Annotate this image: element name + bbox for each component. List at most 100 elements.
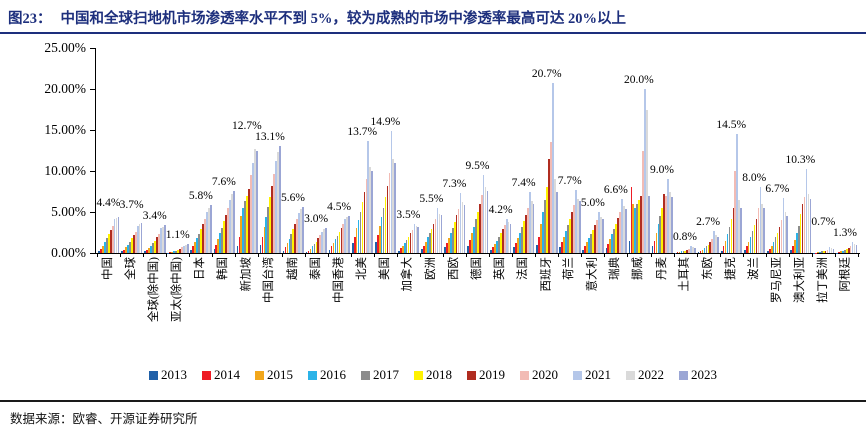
bar-2017 xyxy=(728,226,731,253)
bar-2022 xyxy=(184,244,187,253)
bar-2021 xyxy=(136,225,139,253)
x-axis-label: 欧洲 xyxy=(420,257,443,359)
bar-2018 xyxy=(453,221,456,253)
bar-2019 xyxy=(455,215,458,253)
y-axis-line xyxy=(95,48,96,254)
bar-2014 xyxy=(215,244,218,253)
x-axis-label-text: 挪威 xyxy=(632,257,645,280)
bar-2022 xyxy=(207,207,210,253)
legend-item-2022: 2022 xyxy=(626,367,664,383)
bar-2023 xyxy=(786,216,789,253)
bar-2017 xyxy=(175,250,177,253)
bar-2019 xyxy=(617,217,619,253)
bar-2020 xyxy=(342,223,345,253)
x-axis-tick xyxy=(581,253,583,257)
bar-2013 xyxy=(167,252,170,253)
data-label: 9.5% xyxy=(465,160,490,173)
bar-2014 xyxy=(838,252,840,253)
bar-2021 xyxy=(344,219,347,253)
bar-2015 xyxy=(263,226,266,253)
bar-2014 xyxy=(515,243,517,253)
data-label: 4.2% xyxy=(488,203,513,216)
bar-2013 xyxy=(605,248,608,253)
bar-2019 xyxy=(709,242,712,253)
bar-2019 xyxy=(340,227,343,253)
x-axis-label-text: 土耳其 xyxy=(678,257,691,292)
x-axis-label: 全球(除中国) xyxy=(143,257,166,359)
bar-2021 xyxy=(598,212,600,253)
x-axis-label-text: 全球 xyxy=(125,257,138,280)
legend-label: 2018 xyxy=(426,367,452,382)
data-label: 5.0% xyxy=(580,197,605,209)
data-label: 14.9% xyxy=(370,115,401,128)
bar-2023 xyxy=(186,244,189,253)
bar-2013 xyxy=(374,242,377,253)
bar-2017 xyxy=(659,216,662,253)
bar-2016 xyxy=(426,237,429,253)
bar-2017 xyxy=(590,234,592,253)
bar-2014 xyxy=(630,187,633,253)
bar-2013 xyxy=(743,249,746,253)
x-axis-label: 中国 xyxy=(97,257,120,359)
bar-2016 xyxy=(357,220,360,253)
bar-2013 xyxy=(490,249,492,253)
bar-2019 xyxy=(432,224,435,253)
legend-item-2016: 2016 xyxy=(308,367,346,383)
bar-2020 xyxy=(157,234,160,253)
data-label: 4.5% xyxy=(327,201,352,214)
x-axis-label-text: 西班牙 xyxy=(540,257,553,292)
bar-2017 xyxy=(820,251,823,253)
bar-2022 xyxy=(138,223,141,253)
bar-2013 xyxy=(628,240,631,253)
x-axis-label: 加拿大 xyxy=(397,257,420,359)
legend-item-2013: 2013 xyxy=(149,367,187,383)
bar-2014 xyxy=(607,244,610,253)
bar-2019 xyxy=(801,203,804,253)
bar-2023 xyxy=(302,207,304,253)
x-axis-tick xyxy=(304,253,306,257)
data-label: 5.5% xyxy=(419,192,444,205)
x-axis-label-text: 瑞典 xyxy=(609,257,622,280)
bar-2013 xyxy=(190,249,193,253)
data-label: 0.8% xyxy=(673,231,697,244)
bar-2016 xyxy=(311,246,314,253)
bar-2015 xyxy=(286,243,289,253)
bar-2022 xyxy=(830,248,833,253)
bar-2017 xyxy=(198,234,200,253)
bar-2023 xyxy=(717,236,719,253)
x-axis-label-text: 荷兰 xyxy=(563,257,576,280)
legend-label: 2019 xyxy=(479,367,505,382)
data-label: 6.7% xyxy=(765,183,790,196)
bar-2018 xyxy=(407,236,410,253)
bar-2015 xyxy=(471,233,473,253)
x-axis-label-text: 罗马尼亚 xyxy=(770,257,783,303)
bar-2019 xyxy=(524,214,527,253)
x-axis-tick xyxy=(189,253,191,257)
bar-2015 xyxy=(240,216,243,253)
bar-2016 xyxy=(288,239,291,253)
x-axis-label-text: 丹麦 xyxy=(655,257,668,280)
bar-2022 xyxy=(646,109,648,253)
bar-2021 xyxy=(229,199,231,253)
bar-2013 xyxy=(236,246,239,253)
data-label: 12.7% xyxy=(232,119,262,132)
bar-2015 xyxy=(309,248,312,253)
bar-2018 xyxy=(430,229,433,253)
bar-2017 xyxy=(129,241,131,253)
x-axis-label: 中国香港 xyxy=(328,257,351,359)
data-label: 8.0% xyxy=(742,172,767,185)
bar-2016 xyxy=(841,250,844,253)
bar-2015 xyxy=(770,245,773,253)
bar-2016 xyxy=(588,238,590,253)
bar-2021 xyxy=(298,212,300,253)
y-axis-tick-label: 0.00% xyxy=(51,245,86,260)
data-label: 20.7% xyxy=(531,68,562,81)
x-axis-tick xyxy=(650,253,652,257)
bar-2022 xyxy=(231,194,233,253)
bar-2015 xyxy=(747,241,750,253)
bar-2013 xyxy=(213,248,216,253)
data-label: 3.4% xyxy=(142,210,167,223)
bar-2019 xyxy=(156,237,158,253)
bar-2014 xyxy=(791,245,794,253)
